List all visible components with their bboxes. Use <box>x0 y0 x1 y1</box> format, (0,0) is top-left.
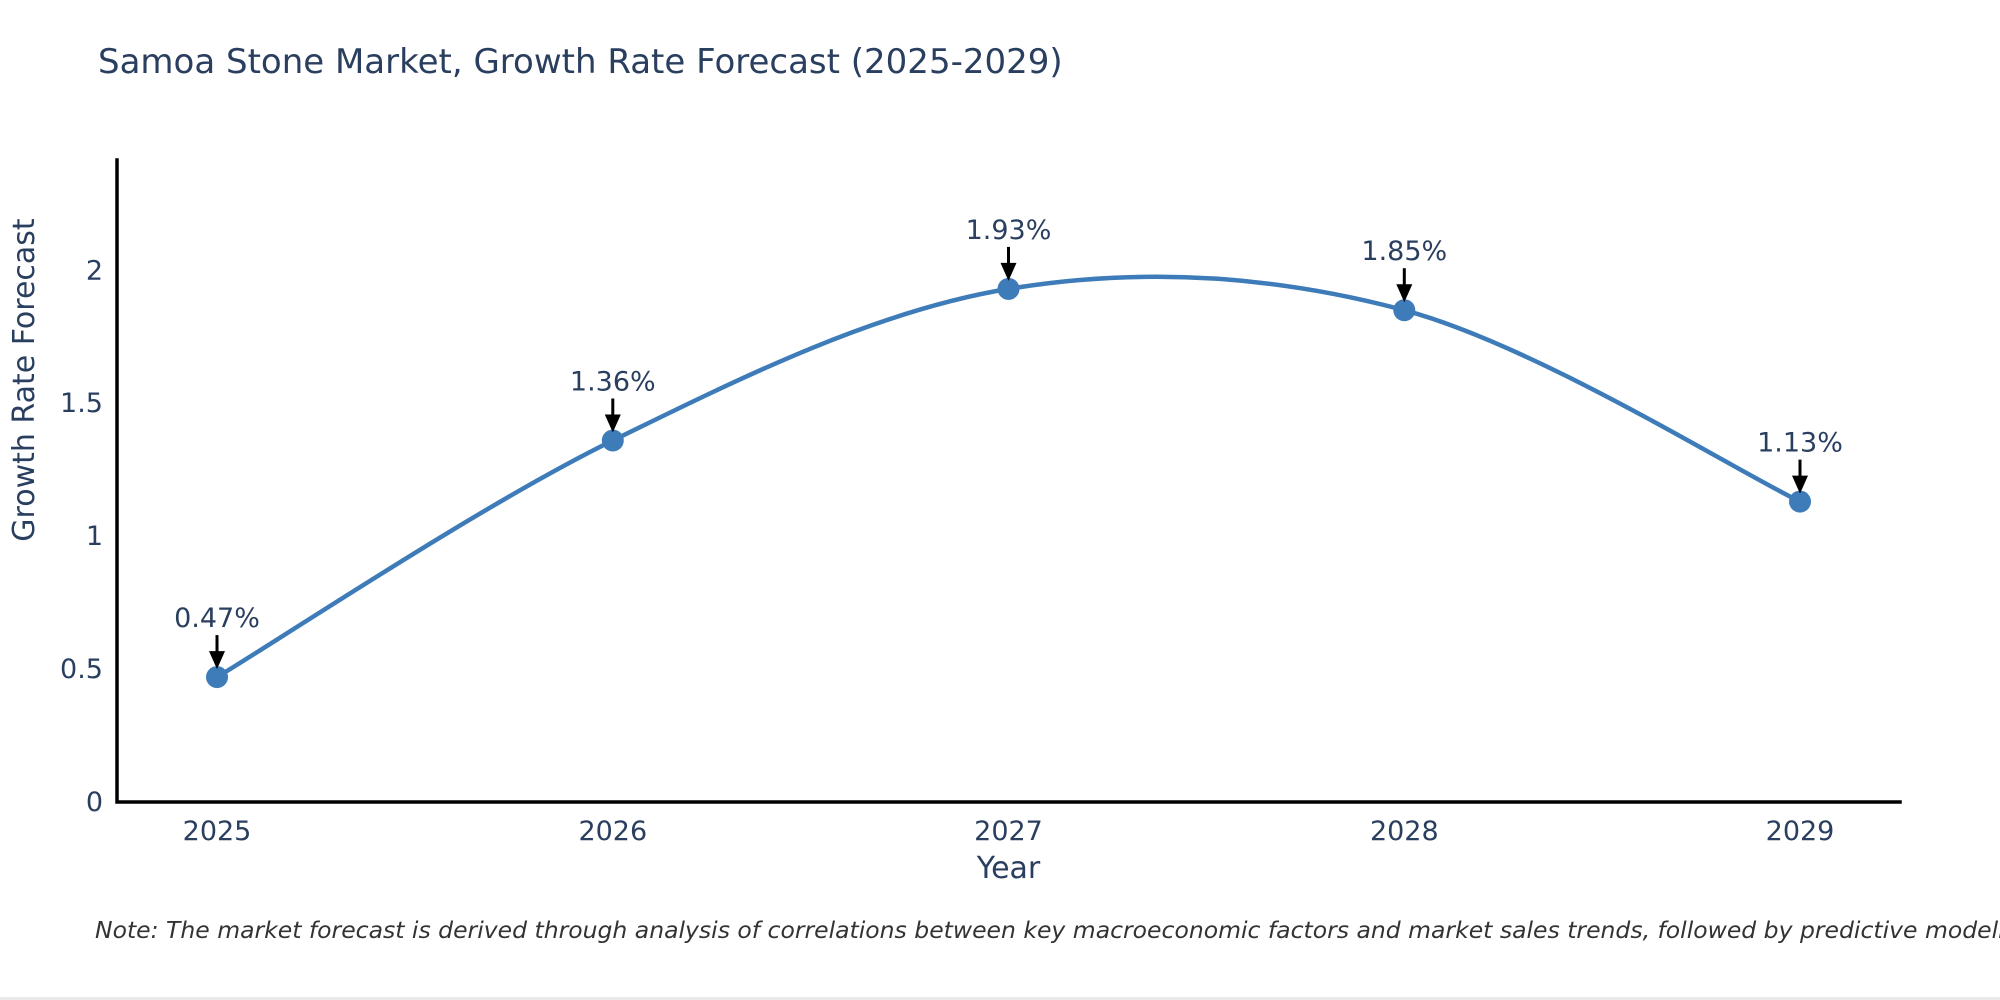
annotation: 0.47% <box>174 603 260 670</box>
annotation-label: 1.93% <box>966 215 1052 246</box>
data-point[interactable] <box>997 277 1020 300</box>
annotation-arrow-head <box>209 651 225 670</box>
x-tick-label: 2027 <box>974 816 1043 847</box>
annotation-arrow-head <box>604 414 621 433</box>
y-tick-label: 1 <box>86 521 103 552</box>
x-tick-label: 2029 <box>1766 816 1835 847</box>
y-tick-label: 1.5 <box>60 388 103 419</box>
y-tick-label: 2 <box>86 255 103 286</box>
x-tick-label: 2028 <box>1370 816 1439 847</box>
axis-lines <box>115 158 1902 804</box>
x-tick-label: 2025 <box>183 816 252 847</box>
data-point[interactable] <box>1789 490 1811 513</box>
annotation-label: 1.36% <box>570 367 656 398</box>
y-tick-label: 0.5 <box>60 654 103 685</box>
annotation-label: 1.13% <box>1757 428 1843 459</box>
annotation: 1.13% <box>1757 428 1843 494</box>
y-axis-title: Growth Rate Forecast <box>7 218 42 542</box>
annotation: 1.85% <box>1361 236 1447 303</box>
forecast-line <box>214 274 1803 680</box>
annotation-label: 1.85% <box>1361 236 1447 267</box>
data-point[interactable] <box>206 666 228 689</box>
data-point[interactable] <box>1393 299 1416 322</box>
annotation: 1.93% <box>966 215 1052 281</box>
x-axis-title: Year <box>976 851 1041 886</box>
annotation-label: 0.47% <box>174 603 260 634</box>
footnote: Note: The market forecast is derived thr… <box>95 916 2000 944</box>
y-tick-label: 0 <box>86 787 103 818</box>
data-point[interactable] <box>601 429 624 452</box>
annotation-arrow-head <box>1396 284 1413 303</box>
annotation-arrow-head <box>1000 262 1017 281</box>
annotation-arrow-head <box>1792 475 1808 494</box>
x-tick-label: 2026 <box>578 816 647 847</box>
annotation: 1.36% <box>570 367 656 433</box>
chart-title: Samoa Stone Market, Growth Rate Forecast… <box>98 42 1063 82</box>
